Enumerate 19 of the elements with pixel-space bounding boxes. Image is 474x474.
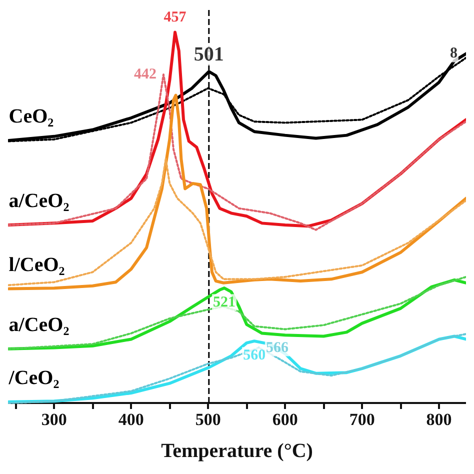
x-axis-title: Temperature (°C) bbox=[161, 440, 313, 462]
x-tick-label: 700 bbox=[349, 410, 375, 429]
series-label: CeO₂ bbox=[8, 106, 54, 128]
series-label: a/CeO₂ bbox=[8, 190, 70, 212]
annotation: 560 bbox=[243, 348, 266, 364]
series-label: a/CeO₂ bbox=[8, 314, 70, 336]
x-tick-label: 300 bbox=[41, 410, 67, 429]
series-label: l/CeO₂ bbox=[8, 254, 65, 276]
annotation: 566 bbox=[266, 340, 289, 356]
x-tick-label: 400 bbox=[118, 410, 144, 429]
x-tick-label: 500 bbox=[195, 410, 221, 429]
annotation: 501 bbox=[194, 44, 224, 66]
x-tick-label: 800 bbox=[426, 410, 452, 429]
annotation: 442 bbox=[134, 66, 156, 83]
x-tick-label: 600 bbox=[272, 410, 298, 429]
annotation: 457 bbox=[164, 10, 187, 26]
series-label: /CeO₂ bbox=[8, 366, 60, 389]
annotation: 8 bbox=[450, 46, 458, 62]
annotation: 521 bbox=[213, 294, 236, 311]
